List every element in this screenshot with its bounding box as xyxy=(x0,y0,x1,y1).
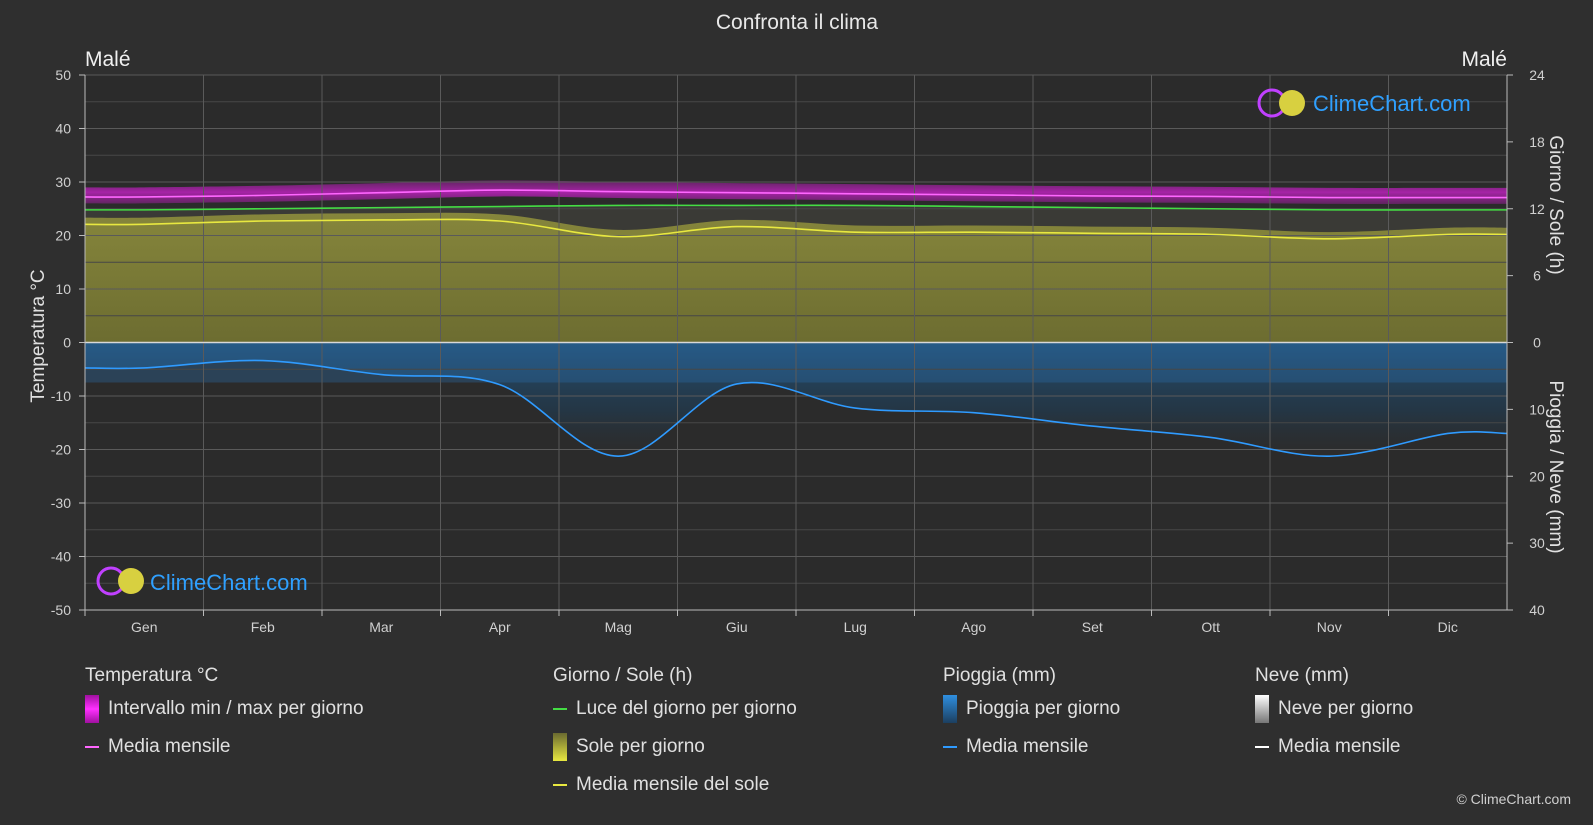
copyright: © ClimeChart.com xyxy=(1456,791,1571,807)
right-top-tick-label: 24 xyxy=(1529,67,1545,83)
right-bottom-tick-label: 20 xyxy=(1529,468,1545,484)
left-tick-label: -10 xyxy=(51,388,71,404)
right-top-tick-label: 12 xyxy=(1529,201,1545,217)
month-label: Set xyxy=(1082,619,1103,635)
watermark-top-text: ClimeChart.com xyxy=(1313,91,1471,116)
sunshine-mean-line xyxy=(84,218,1508,240)
right-top-tick-label: 6 xyxy=(1533,268,1541,284)
legend-rain: Pioggia (mm) Pioggia per giorno Media me… xyxy=(943,662,1120,766)
month-label: Mar xyxy=(369,619,393,635)
month-label: Mag xyxy=(605,619,632,635)
daylight-line xyxy=(84,204,1507,211)
legend-item-temp-range: Intervallo min / max per giorno xyxy=(85,690,364,728)
legend-heading-temperature: Temperatura °C xyxy=(85,665,219,686)
legend-item-daylight: Luce del giorno per giorno xyxy=(553,690,797,728)
logo-sun-icon xyxy=(118,568,144,594)
left-tick-label: -50 xyxy=(51,602,71,618)
legend: Temperatura °C Intervallo min / max per … xyxy=(0,662,1593,812)
right-bottom-tick-label: 40 xyxy=(1529,602,1545,618)
legend-label: Sole per giorno xyxy=(576,736,705,757)
climate-chart: Confronta il clima Malé Malé 50 40 30 20 10 0… xyxy=(28,11,1566,635)
temp-mean-line xyxy=(84,189,1507,199)
legend-label: Luce del giorno per giorno xyxy=(576,698,797,719)
daylight-line-icon xyxy=(553,708,567,710)
month-label: Giu xyxy=(726,619,748,635)
right-top-tick-label: 0 xyxy=(1533,335,1541,351)
rain-mean-line xyxy=(84,359,1508,457)
right-bottom-tick-label: 10 xyxy=(1529,401,1545,417)
watermark-bottom-text: ClimeChart.com xyxy=(150,570,308,595)
series-lines xyxy=(84,189,1508,457)
watermark-bottom: ClimeChart.com xyxy=(96,566,308,596)
location-right: Malé xyxy=(1461,48,1507,71)
left-tick-label: 50 xyxy=(55,67,71,83)
legend-item-temp-mean: Media mensile xyxy=(85,728,364,766)
legend-item-rain-mean: Media mensile xyxy=(943,728,1120,766)
left-tick-label: -20 xyxy=(51,442,71,458)
left-axis-label: Temperatura °C xyxy=(28,269,49,402)
right-top-tick-label: 18 xyxy=(1529,134,1545,150)
watermark-top: ClimeChart.com xyxy=(1257,88,1471,118)
snow-mean-line-icon xyxy=(1255,746,1269,748)
legend-label: Media mensile xyxy=(966,736,1089,757)
legend-item-rain: Pioggia per giorno xyxy=(943,690,1120,728)
month-label: Apr xyxy=(489,619,511,635)
temp-range-swatch-icon xyxy=(85,695,99,723)
month-label: Gen xyxy=(131,619,157,635)
left-tick-label: 0 xyxy=(63,335,71,351)
axes: 50 40 30 20 10 0 -10 -20 -30 -40 -50 24 18 12 6 0 10 20 30… xyxy=(51,67,1545,635)
rain-mean-line-icon xyxy=(943,746,957,748)
month-label: Ott xyxy=(1201,619,1220,635)
legend-item-snow-mean: Media mensile xyxy=(1255,728,1413,766)
month-label: Lug xyxy=(844,619,867,635)
sunshine-swatch-icon xyxy=(553,733,567,761)
legend-label: Pioggia per giorno xyxy=(966,698,1121,719)
legend-label: Neve per giorno xyxy=(1278,698,1414,719)
grid xyxy=(84,74,1508,611)
location-left: Malé xyxy=(85,48,131,71)
right-axis-top-label: Giorno / Sole (h) xyxy=(1545,135,1566,274)
left-tick-label: 10 xyxy=(55,281,71,297)
legend-snow: Neve (mm) Neve per giorno Media mensile xyxy=(1255,662,1413,766)
rain-swatch-icon xyxy=(943,695,957,723)
month-label: Nov xyxy=(1317,619,1342,635)
month-label: Ago xyxy=(961,619,986,635)
left-tick-label: 30 xyxy=(55,174,71,190)
logo-sun-icon xyxy=(1279,90,1305,116)
legend-item-sunshine: Sole per giorno xyxy=(553,728,797,766)
legend-temperature: Temperatura °C Intervallo min / max per … xyxy=(85,662,364,766)
left-tick-label: 20 xyxy=(55,228,71,244)
legend-daylight: Giorno / Sole (h) Luce del giorno per gi… xyxy=(553,662,797,804)
left-tick-label: -30 xyxy=(51,495,71,511)
legend-label: Intervallo min / max per giorno xyxy=(108,698,364,719)
chart-title: Confronta il clima xyxy=(716,11,879,34)
sunshine-mean-line-icon xyxy=(553,784,567,786)
right-bottom-tick-label: 30 xyxy=(1529,535,1545,551)
legend-item-sunshine-mean: Media mensile del sole xyxy=(553,766,797,804)
legend-label: Media mensile xyxy=(108,736,231,757)
legend-heading-rain: Pioggia (mm) xyxy=(943,665,1056,686)
right-axis-bottom-label: Pioggia / Neve (mm) xyxy=(1545,380,1566,553)
legend-label: Media mensile xyxy=(1278,736,1401,757)
left-tick-label: 40 xyxy=(55,121,71,137)
temp-mean-line-icon xyxy=(85,746,99,748)
month-label: Dic xyxy=(1438,619,1458,635)
legend-item-snow: Neve per giorno xyxy=(1255,690,1413,728)
month-label: Feb xyxy=(251,619,275,635)
legend-label: Media mensile del sole xyxy=(576,774,770,795)
left-tick-label: -40 xyxy=(51,549,71,565)
snow-swatch-icon xyxy=(1255,695,1269,723)
legend-heading-snow: Neve (mm) xyxy=(1255,665,1349,686)
legend-heading-daylight: Giorno / Sole (h) xyxy=(553,665,693,686)
